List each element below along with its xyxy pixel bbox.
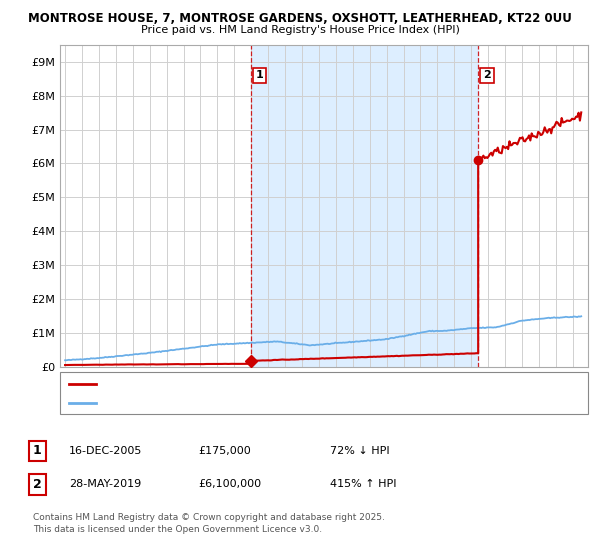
Text: MONTROSE HOUSE, 7, MONTROSE GARDENS, OXSHOTT, LEATHERHEAD, KT22 0UU: MONTROSE HOUSE, 7, MONTROSE GARDENS, OXS…: [28, 12, 572, 25]
Text: 1: 1: [256, 71, 263, 80]
Text: 28-MAY-2019: 28-MAY-2019: [69, 479, 141, 489]
Text: 1: 1: [33, 444, 42, 458]
Text: MONTROSE HOUSE, 7, MONTROSE GARDENS, OXSHOTT, LEATHERHEAD, KT22 0UU (detached h: MONTROSE HOUSE, 7, MONTROSE GARDENS, OXS…: [99, 379, 565, 389]
Text: 72% ↓ HPI: 72% ↓ HPI: [330, 446, 389, 456]
Text: Price paid vs. HM Land Registry's House Price Index (HPI): Price paid vs. HM Land Registry's House …: [140, 25, 460, 35]
Text: This data is licensed under the Open Government Licence v3.0.: This data is licensed under the Open Gov…: [33, 525, 322, 534]
Text: 2: 2: [33, 478, 42, 491]
Text: £6,100,000: £6,100,000: [198, 479, 261, 489]
Text: Contains HM Land Registry data © Crown copyright and database right 2025.: Contains HM Land Registry data © Crown c…: [33, 513, 385, 522]
Text: £175,000: £175,000: [198, 446, 251, 456]
Text: HPI: Average price, detached house, Elmbridge: HPI: Average price, detached house, Elmb…: [99, 398, 329, 408]
Text: 415% ↑ HPI: 415% ↑ HPI: [330, 479, 397, 489]
Text: 2: 2: [483, 71, 491, 80]
Text: 16-DEC-2005: 16-DEC-2005: [69, 446, 142, 456]
Bar: [251, 45, 478, 367]
